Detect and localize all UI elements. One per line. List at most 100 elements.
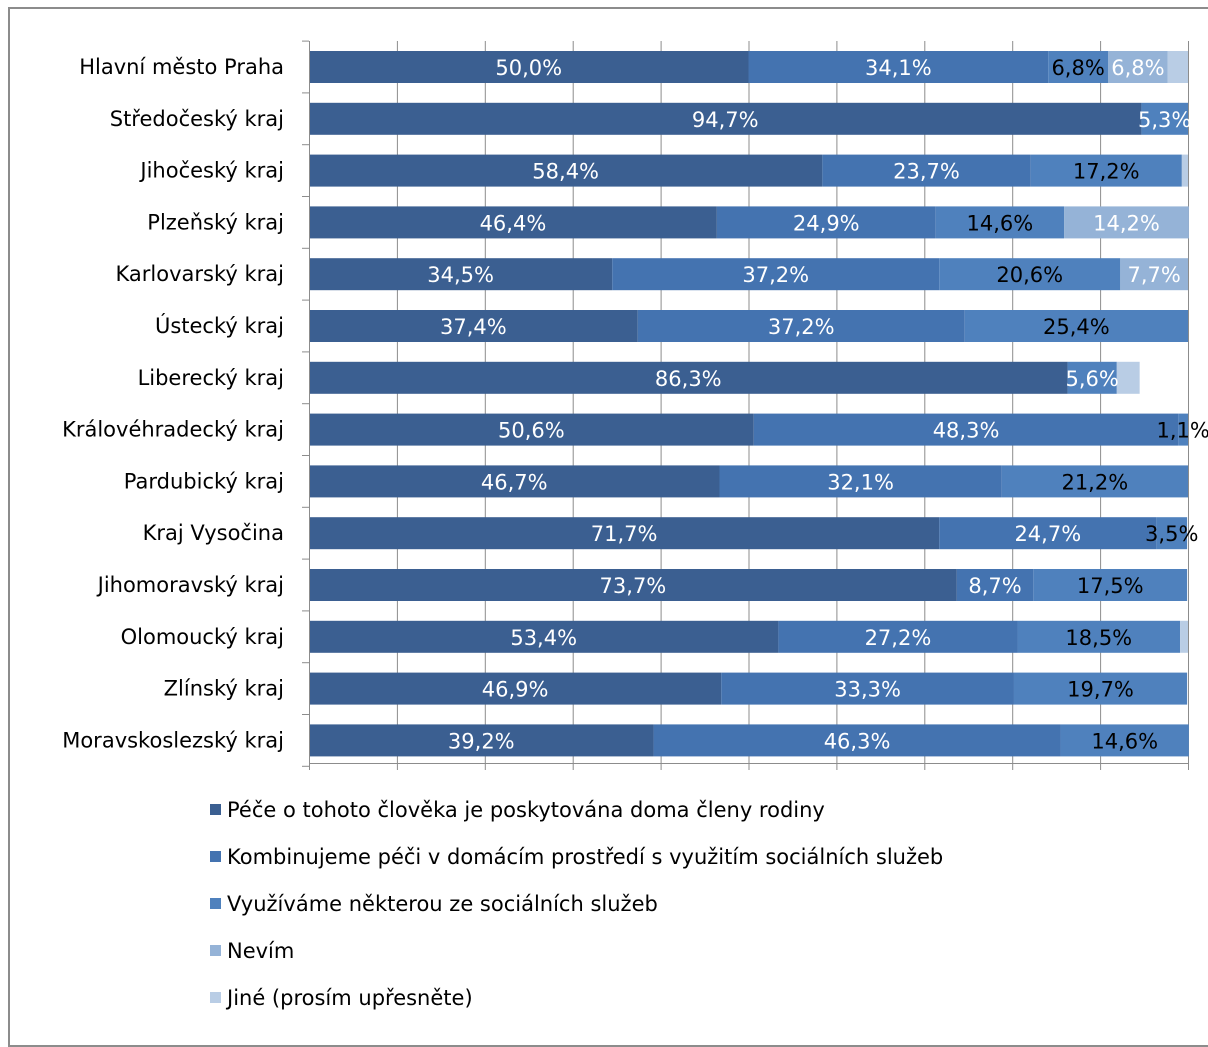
data-label: 3,5%	[1145, 522, 1198, 546]
bar-segment	[637, 310, 965, 342]
bar-segment	[1013, 672, 1188, 705]
bar-segment	[309, 569, 957, 601]
data-label: 50,6%	[498, 419, 565, 443]
data-label: 86,3%	[655, 367, 722, 391]
bar-segment	[753, 413, 1179, 446]
bar-segment	[822, 154, 1031, 187]
data-label: 7,7%	[1127, 263, 1180, 287]
bar-segment	[309, 258, 613, 291]
bar-segment	[939, 517, 1157, 550]
bar-segment	[309, 672, 722, 705]
data-label: 34,5%	[427, 263, 494, 287]
data-label: 17,2%	[1073, 160, 1140, 184]
category-label: Kraj Vysočina	[143, 521, 284, 545]
category-labels: Hlavní město Praha Středočeský kraj Jihoče…	[62, 55, 284, 752]
data-label: 46,9%	[482, 678, 549, 702]
data-label: 23,7%	[893, 160, 960, 184]
bar-segment	[1141, 102, 1188, 135]
legend-item: Kombinujeme péči v domácím prostředí s v…	[210, 833, 943, 880]
legend-item: Jiné (prosím upřesněte)	[210, 974, 943, 1021]
bar-segment	[1108, 51, 1168, 83]
bar-segment	[612, 258, 940, 291]
category-label: Plzeňský kraj	[147, 210, 284, 234]
bar-segment	[719, 465, 1002, 498]
category-label: Jihomoravský kraj	[96, 573, 284, 597]
bar-segment	[939, 258, 1121, 291]
data-label: 58,4%	[532, 160, 599, 184]
data-label: 46,3%	[824, 729, 891, 753]
category-label: Liberecký kraj	[138, 366, 284, 390]
legend-item: Nevím	[210, 927, 943, 974]
category-label: Pardubický kraj	[124, 469, 284, 493]
bar-segment	[1116, 361, 1140, 394]
data-label: 46,7%	[481, 470, 548, 494]
data-label: 14,6%	[1091, 729, 1158, 753]
data-label: 8,7%	[968, 574, 1021, 598]
bar-segment	[956, 569, 1034, 601]
data-label: 25,4%	[1043, 315, 1110, 339]
bar-segment	[748, 51, 1049, 83]
data-label: 73,7%	[600, 574, 667, 598]
bar-segment	[1030, 154, 1182, 187]
legend-swatch	[210, 945, 221, 956]
category-label: Moravskoslezský kraj	[62, 728, 284, 752]
category-label: Karlovarský kraj	[116, 262, 284, 286]
data-label: 37,2%	[768, 315, 835, 339]
data-label: 37,2%	[742, 263, 809, 287]
bar-segment	[1017, 620, 1181, 653]
data-label: 46,4%	[480, 211, 547, 235]
legend-label: Kombinujeme péči v domácím prostředí s v…	[227, 844, 944, 869]
gridlines	[309, 41, 1189, 763]
bar-segment	[309, 413, 754, 446]
data-label: 20,6%	[996, 263, 1063, 287]
category-label: Olomoucký kraj	[121, 625, 284, 649]
data-label: 71,7%	[591, 522, 658, 546]
data-label: 19,7%	[1067, 678, 1134, 702]
data-label: 39,2%	[448, 729, 515, 753]
data-label: 53,4%	[510, 626, 577, 650]
legend: Péče o tohoto člověka je poskytována dom…	[210, 786, 943, 1021]
data-label: 34,1%	[865, 56, 932, 80]
bar-segment	[1180, 620, 1188, 653]
category-label: Královéhradecký kraj	[62, 418, 284, 442]
category-label: Hlavní město Praha	[79, 55, 284, 79]
bars	[309, 51, 1189, 757]
legend-label: Využíváme některou ze sociálních služeb	[227, 891, 658, 916]
category-label: Středočeský kraj	[110, 107, 284, 131]
bar-segment	[1060, 724, 1189, 757]
bar-segment	[1033, 569, 1188, 601]
data-label: 6,8%	[1111, 56, 1164, 80]
data-label: 32,1%	[827, 470, 894, 494]
legend-item: Využíváme některou ze sociálních služeb	[210, 880, 943, 927]
legend-label: Jiné (prosím upřesněte)	[227, 985, 473, 1010]
legend-label: Péče o tohoto člověka je poskytována dom…	[227, 797, 825, 822]
data-label: 24,7%	[1014, 522, 1081, 546]
legend-item: Péče o tohoto člověka je poskytována dom…	[210, 786, 943, 833]
bar-segment	[1067, 361, 1117, 394]
bar-segment	[309, 517, 940, 550]
legend-swatch	[210, 898, 221, 909]
bar-segment	[653, 724, 1061, 757]
bar-segment	[964, 310, 1188, 342]
bar-segment	[935, 206, 1065, 239]
data-label: 5,3%	[1138, 108, 1191, 132]
data-label: 94,7%	[692, 108, 759, 132]
bar-segment	[1120, 258, 1188, 291]
bar-segment	[309, 51, 749, 83]
bar-segment	[309, 206, 717, 239]
data-label: 24,9%	[793, 211, 860, 235]
data-label: 21,2%	[1061, 470, 1128, 494]
data-label: 17,5%	[1077, 574, 1144, 598]
bar-segment	[716, 206, 936, 239]
data-label: 14,6%	[967, 211, 1034, 235]
bar-segment	[1156, 517, 1188, 550]
data-label: 18,5%	[1065, 626, 1132, 650]
bar-segment	[309, 310, 638, 342]
data-label: 48,3%	[933, 419, 1000, 443]
data-label: 5,6%	[1066, 367, 1119, 391]
legend-swatch	[210, 992, 221, 1003]
bar-segment	[1064, 206, 1189, 239]
bar-segment	[778, 620, 1018, 653]
bar-segment	[309, 102, 1142, 135]
